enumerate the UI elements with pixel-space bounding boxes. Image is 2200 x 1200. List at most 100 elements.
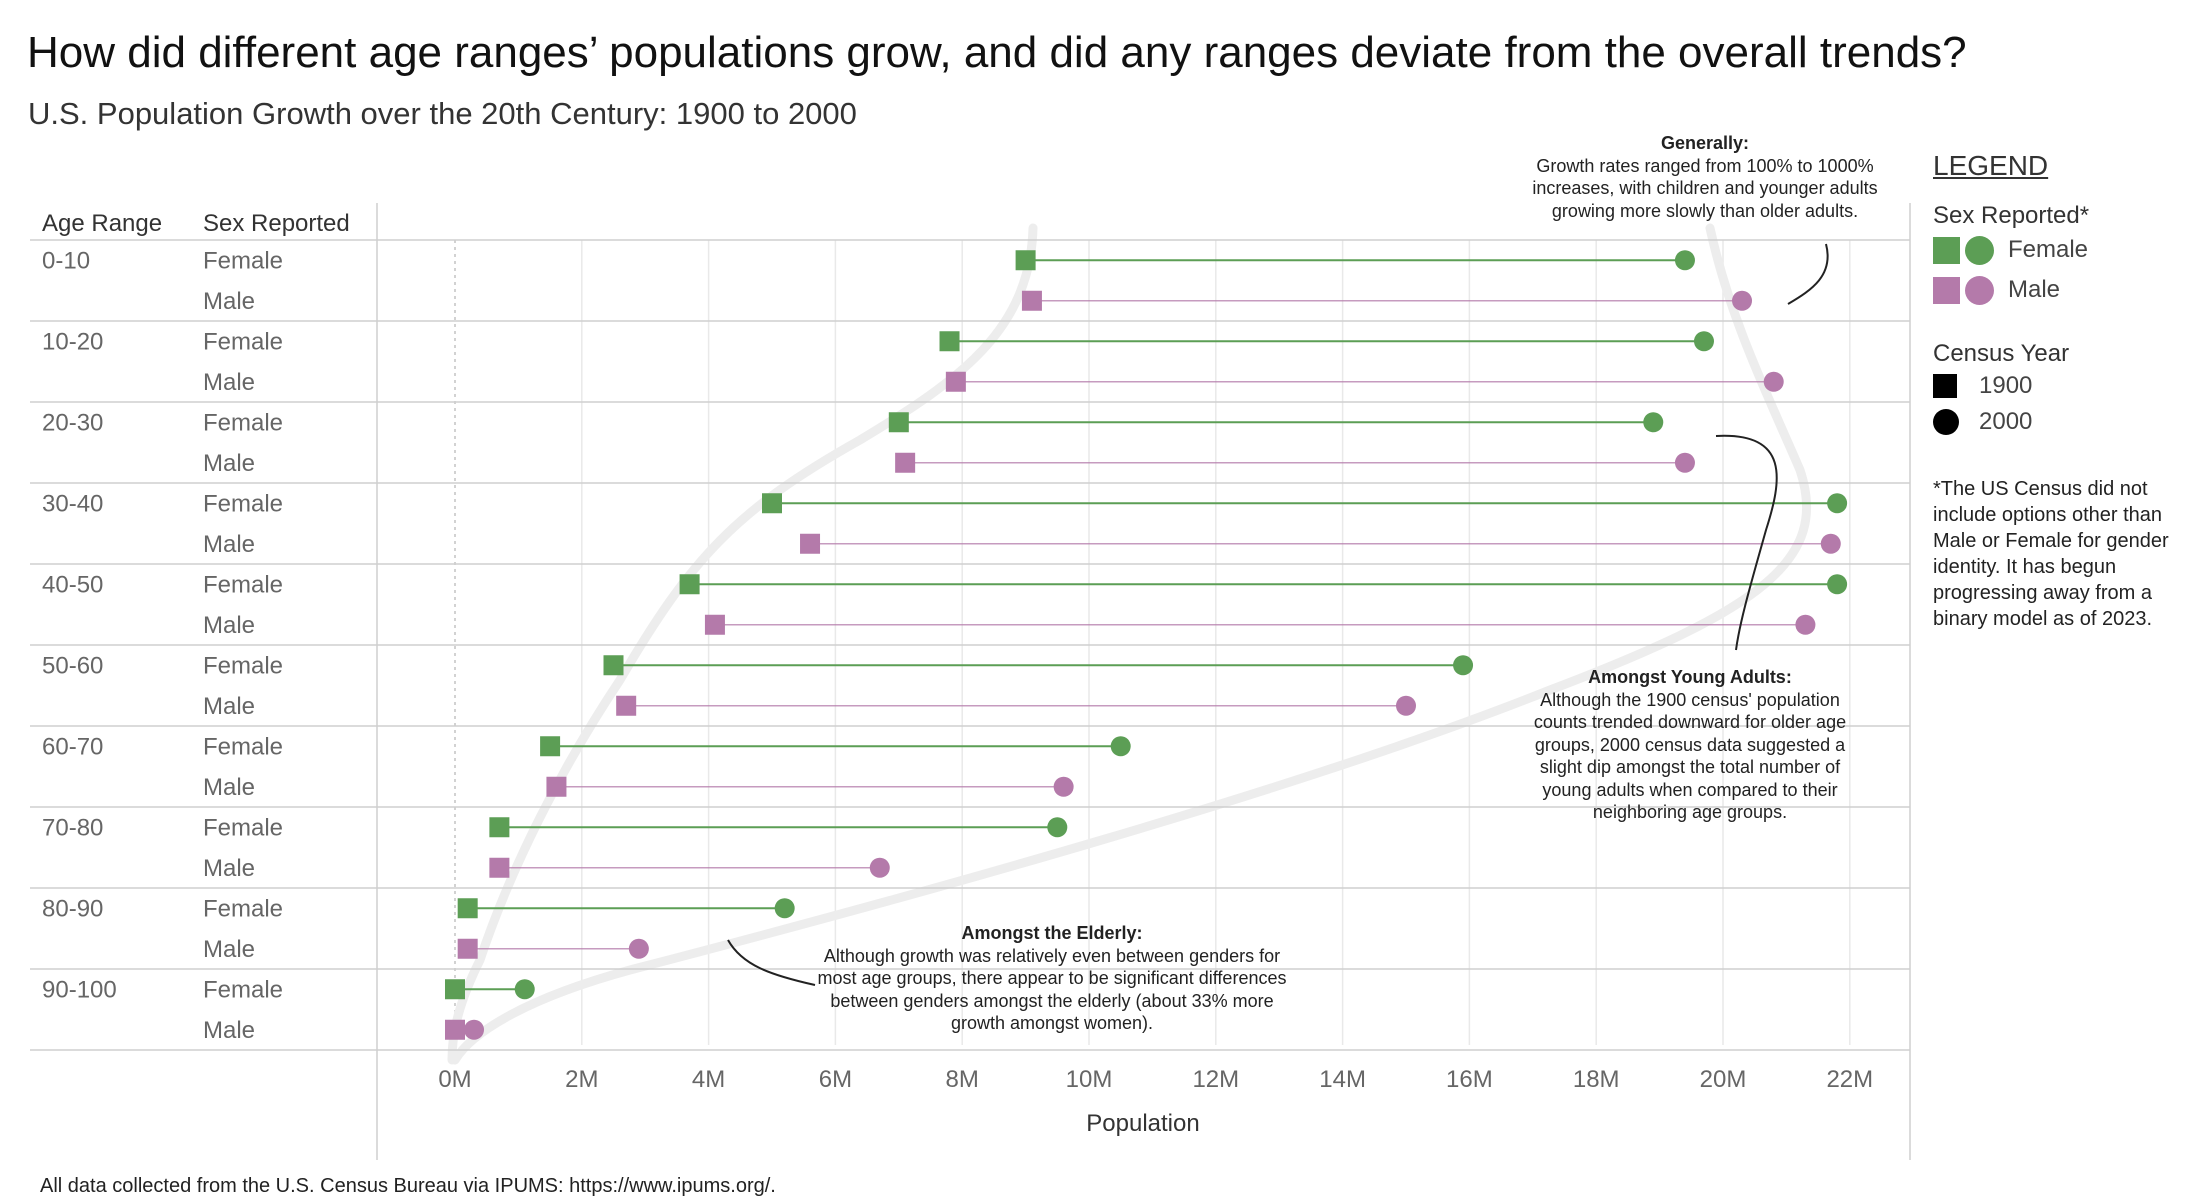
chart-subtitle: U.S. Population Growth over the 20th Cen… xyxy=(28,96,857,131)
age-range-label: 40-50 xyxy=(42,571,103,598)
point-2000 xyxy=(1453,655,1474,676)
point-2000 xyxy=(1820,533,1841,554)
legend-note: *The US Census did not include options o… xyxy=(1933,478,2169,630)
point-1900 xyxy=(1021,290,1042,311)
point-1900 xyxy=(1015,250,1036,271)
square-icon xyxy=(1933,374,1957,398)
circle-icon xyxy=(1933,409,1959,435)
sex-label: Male xyxy=(203,531,255,558)
sex-label: Male xyxy=(203,774,255,801)
sex-label: Male xyxy=(203,369,255,396)
point-1900 xyxy=(888,412,909,433)
x-tick-label: 14M xyxy=(1319,1066,1366,1093)
legend-item-male: Male xyxy=(1933,270,2183,310)
annotation-leaders xyxy=(727,243,1829,986)
sex-label: Male xyxy=(203,1017,255,1044)
point-1900 xyxy=(762,493,782,514)
sex-label: Female xyxy=(203,490,283,517)
point-2000 xyxy=(1693,331,1714,352)
legend-1900-label: 1900 xyxy=(1979,372,2033,399)
point-1900 xyxy=(616,695,637,716)
age-range-label: 10-20 xyxy=(42,328,103,355)
sex-label: Female xyxy=(203,571,283,598)
point-1900 xyxy=(457,898,478,919)
x-axis-label: Population xyxy=(1086,1110,1199,1137)
sex-label: Female xyxy=(203,652,283,679)
age-range-label: 50-60 xyxy=(42,652,103,679)
chart-title: How did different age ranges’ population… xyxy=(27,28,1967,77)
x-tick-label: 20M xyxy=(1700,1066,1747,1093)
header-sex-reported: Sex Reported xyxy=(203,210,350,237)
leader-young-adults xyxy=(1715,434,1778,651)
point-2000 xyxy=(1732,290,1753,311)
age-range-label: 70-80 xyxy=(42,814,103,841)
data-marks xyxy=(445,250,1848,1040)
annotation-generally: Generally: Growth rates ranged from 100%… xyxy=(1505,132,1905,222)
point-2000 xyxy=(1047,817,1068,838)
point-2000 xyxy=(1674,250,1695,271)
point-1900 xyxy=(704,614,725,635)
point-2000 xyxy=(514,979,535,1000)
point-2000 xyxy=(1396,695,1416,716)
gridlines xyxy=(454,240,1851,1045)
point-1900 xyxy=(489,857,510,878)
x-tick-label: 2M xyxy=(565,1066,598,1093)
point-2000 xyxy=(1674,452,1695,473)
annotation-young-adults: Amongst Young Adults: Although the 1900 … xyxy=(1515,666,1865,824)
point-1900 xyxy=(540,736,561,757)
sex-label: Female xyxy=(203,733,283,760)
age-range-label: 80-90 xyxy=(42,895,103,922)
age-range-label: 30-40 xyxy=(42,490,103,517)
point-2000 xyxy=(1763,371,1784,392)
sex-label: Male xyxy=(203,612,255,639)
x-tick-label: 6M xyxy=(819,1066,852,1093)
x-tick-label: 0M xyxy=(438,1066,471,1093)
leader-generally xyxy=(1787,243,1829,305)
legend-item-female: Female xyxy=(1933,230,2183,270)
legend-female-label: Female xyxy=(2008,236,2089,263)
x-tick-label: 12M xyxy=(1192,1066,1239,1093)
leader-elderly xyxy=(727,939,816,986)
sex-label: Male xyxy=(203,450,255,477)
point-1900 xyxy=(489,817,510,838)
point-2000 xyxy=(1110,736,1131,757)
point-2000 xyxy=(1827,493,1848,514)
legend-sex-title: Sex Reported* xyxy=(1933,202,2090,229)
point-1900 xyxy=(445,979,465,1000)
point-1900 xyxy=(603,655,624,676)
header-age-range: Age Range xyxy=(42,210,162,237)
male-circle-icon xyxy=(1965,275,1994,305)
annotation-elderly-heading: Amongst the Elderly: xyxy=(961,923,1143,943)
annotation-young-adults-heading: Amongst Young Adults: xyxy=(1588,667,1792,687)
sex-label: Male xyxy=(203,693,255,720)
annotation-generally-heading: Generally: xyxy=(1660,133,1750,153)
age-range-label: 20-30 xyxy=(42,409,103,436)
point-1900 xyxy=(945,371,966,392)
sex-label: Female xyxy=(203,895,283,922)
point-1900 xyxy=(939,331,960,352)
legend-item-2000: 2000 xyxy=(1933,404,2183,440)
x-tick-label: 8M xyxy=(946,1066,979,1093)
sex-label: Male xyxy=(203,288,255,315)
x-tick-label: 18M xyxy=(1573,1066,1620,1093)
legend-male-label: Male xyxy=(2008,276,2061,303)
point-1900 xyxy=(895,452,916,473)
age-range-label: 60-70 xyxy=(42,733,103,760)
point-2000 xyxy=(1795,614,1816,635)
point-2000 xyxy=(628,938,649,959)
sex-label: Female xyxy=(203,976,283,1003)
legend: LEGEND Sex Reported* Female Male Census … xyxy=(1933,150,2183,632)
x-tick-label: 10M xyxy=(1066,1066,1113,1093)
sex-label: Female xyxy=(203,814,283,841)
point-2000 xyxy=(1827,574,1848,595)
point-1900 xyxy=(546,776,567,797)
x-tick-label: 4M xyxy=(692,1066,725,1093)
male-square-icon xyxy=(1933,276,1960,304)
annotation-generally-body: Growth rates ranged from 100% to 1000% i… xyxy=(1532,155,1878,221)
chart-frame xyxy=(376,203,1911,1160)
sex-label: Female xyxy=(203,328,283,355)
sex-label: Female xyxy=(203,409,283,436)
trend-curve-2000 xyxy=(450,223,1812,1065)
age-range-label: 90-100 xyxy=(42,976,117,1003)
sex-label: Female xyxy=(203,247,283,274)
